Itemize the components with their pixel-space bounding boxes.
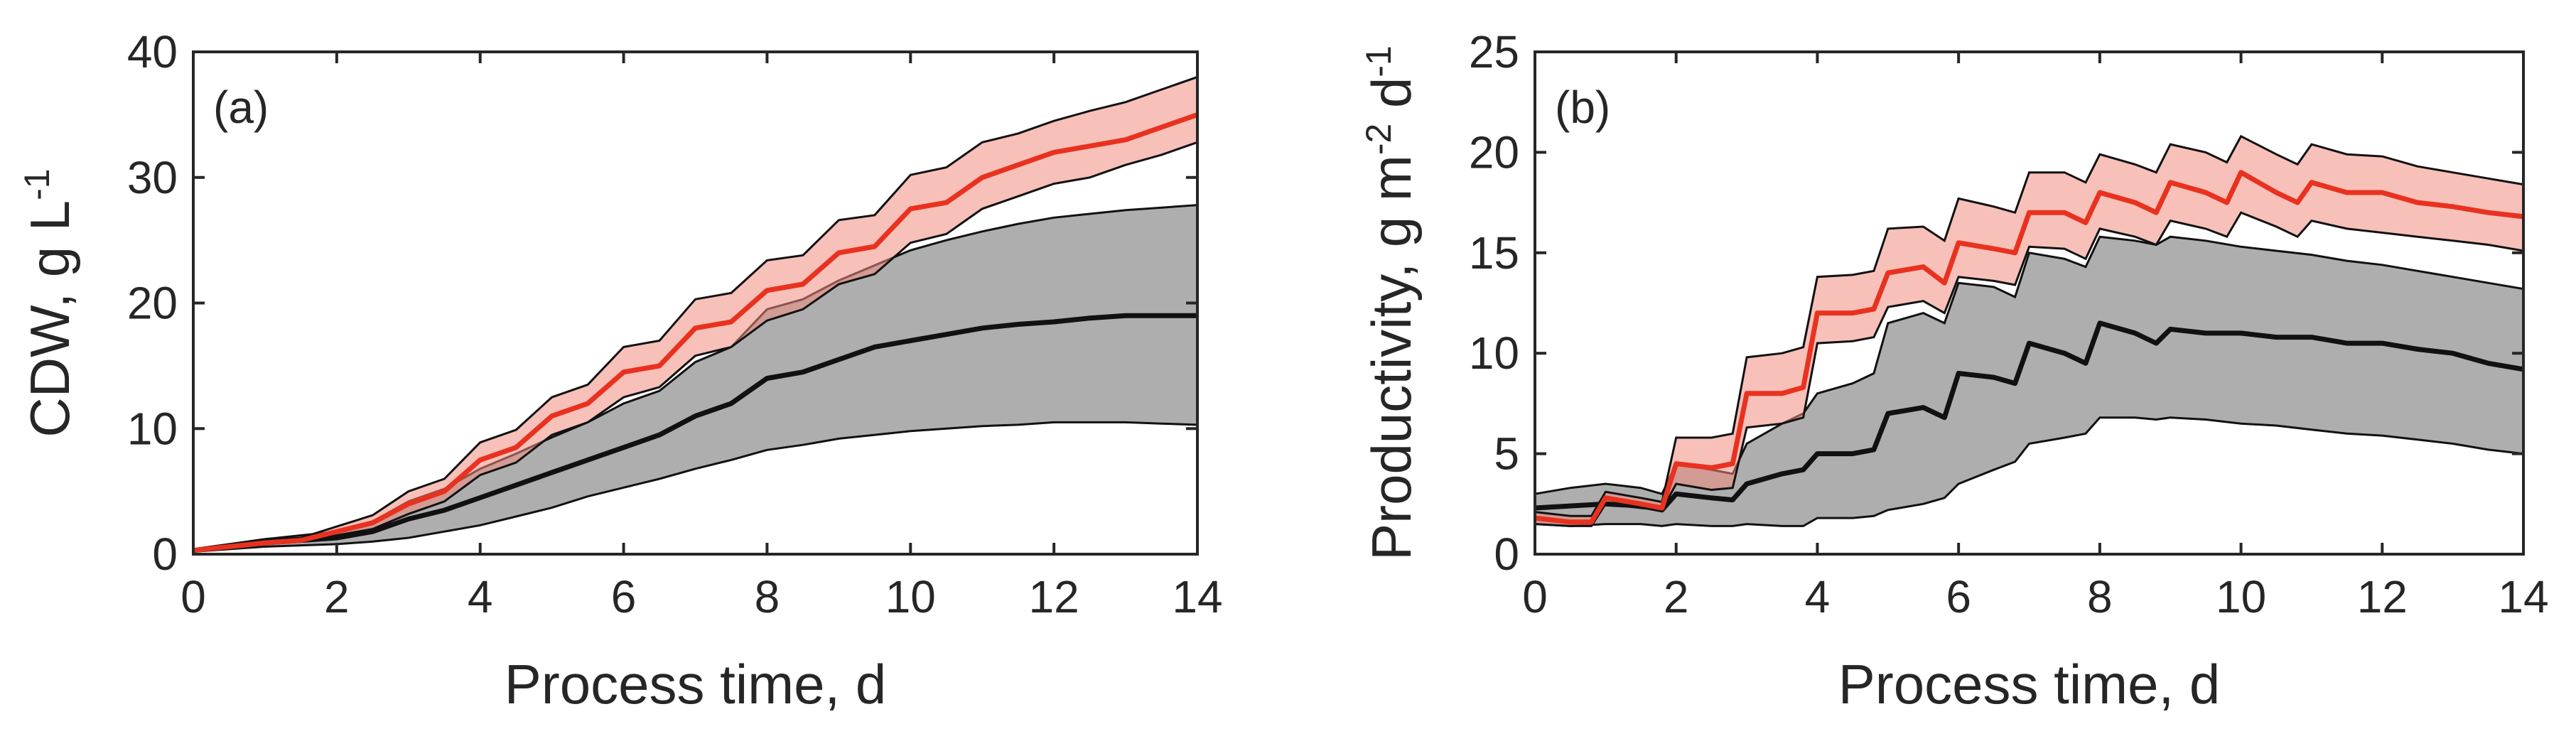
y-tick-label-a: 0 <box>152 529 178 580</box>
lines-a <box>193 112 1199 553</box>
y-tick-label-b: 10 <box>1469 328 1519 379</box>
x-tick-label-a: 2 <box>324 571 350 622</box>
x-tick-label-a: 0 <box>180 571 206 622</box>
x-tick-label-b: 14 <box>2498 571 2548 622</box>
panel-b: 0 2 4 6 8 10 12 14 0 5 10 15 20 25 (b) Process time, … <box>1359 26 2549 715</box>
axes-frame-b <box>1534 50 2525 556</box>
ticks-a: 0 2 4 6 8 10 12 14 0 10 20 30 40 <box>127 26 1223 622</box>
series-line-black-b <box>1534 320 2524 513</box>
x-tick-label-b: 0 <box>1522 571 1548 622</box>
y-tick-label-b: 20 <box>1469 126 1519 178</box>
band-black-a <box>192 203 1199 553</box>
y-axis-label-a-sup: -1 <box>17 168 57 200</box>
panel-label-b: (b) <box>1555 82 1610 133</box>
y-axis-label-a-base: CDW, g L <box>18 200 81 438</box>
y-tick-label-b: 15 <box>1469 227 1519 279</box>
y-tick-label-a: 10 <box>127 403 178 454</box>
panel-label-a: (a) <box>213 82 269 133</box>
y-tick-label-a: 20 <box>127 278 178 329</box>
ticks-b: 0 2 4 6 8 10 12 14 0 5 10 15 20 25 <box>1469 26 2549 622</box>
y-axis-label-b-sup2: -1 <box>1359 45 1399 77</box>
x-axis-label-a: Process time, d <box>505 653 887 715</box>
x-tick-label-a: 4 <box>468 571 493 622</box>
x-tick-label-b: 10 <box>2216 571 2266 622</box>
x-tick-label-a: 6 <box>611 571 637 622</box>
x-tick-label-a: 14 <box>1172 571 1222 622</box>
y-tick-label-a: 30 <box>127 152 178 203</box>
bands-a <box>192 75 1199 553</box>
x-tick-label-a: 10 <box>885 571 936 622</box>
y-axis-label-a: CDW, g L-1 <box>17 168 81 437</box>
x-tick-label-a: 8 <box>755 571 780 622</box>
x-tick-label-a: 12 <box>1029 571 1079 622</box>
y-axis-label-b: Productivity, g m-2 d-1 <box>1359 45 1423 561</box>
series-line-red-a <box>193 112 1199 553</box>
x-tick-label-b: 6 <box>1946 571 1971 622</box>
x-tick-label-b: 2 <box>1664 571 1689 622</box>
x-tick-label-b: 8 <box>2087 571 2113 622</box>
y-axis-label-b-sup1: -2 <box>1359 124 1399 155</box>
y-tick-label-b: 25 <box>1469 26 1519 77</box>
x-tick-label-b: 12 <box>2357 571 2408 622</box>
y-axis-label-b-mid: d <box>1360 77 1423 124</box>
panel-a: 0 2 4 6 8 10 12 14 0 10 20 30 40 (a) Process time, d… <box>17 26 1223 715</box>
series-line-red-b <box>1534 170 2524 525</box>
lines-b <box>1534 170 2524 525</box>
y-tick-label-b: 0 <box>1494 529 1519 580</box>
x-axis-label-b: Process time, d <box>1838 653 2221 715</box>
y-axis-label-b-base: Productivity, g m <box>1360 155 1423 561</box>
x-tick-label-b: 4 <box>1805 571 1831 622</box>
series-line-black-a <box>193 313 1197 553</box>
y-tick-label-b: 5 <box>1494 428 1519 480</box>
y-tick-label-a: 40 <box>127 26 178 77</box>
